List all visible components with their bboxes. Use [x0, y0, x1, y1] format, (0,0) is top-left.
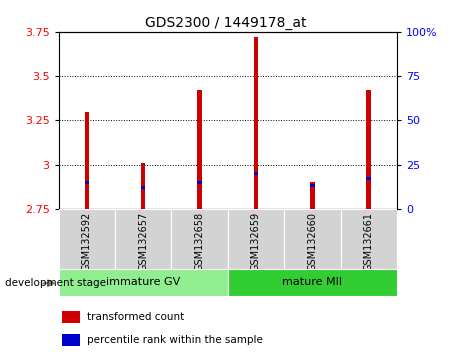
Text: GSM132661: GSM132661 — [364, 212, 374, 271]
Bar — [59, 269, 228, 296]
Bar — [228, 209, 284, 269]
Text: GSM132592: GSM132592 — [82, 212, 92, 271]
Bar — [85, 181, 89, 184]
Bar — [366, 177, 371, 181]
Text: percentile rank within the sample: percentile rank within the sample — [87, 335, 263, 346]
Text: GSM132657: GSM132657 — [138, 212, 148, 271]
Text: mature MII: mature MII — [282, 277, 342, 287]
Text: immature GV: immature GV — [106, 277, 180, 287]
Bar — [141, 186, 145, 189]
Text: GSM132660: GSM132660 — [307, 212, 318, 271]
Bar — [253, 37, 258, 209]
Bar — [310, 184, 315, 188]
Bar — [228, 269, 397, 296]
Bar — [115, 209, 171, 269]
Text: transformed count: transformed count — [87, 312, 185, 322]
Bar — [141, 163, 145, 209]
Bar — [253, 172, 258, 175]
Bar — [171, 209, 228, 269]
Bar — [198, 90, 202, 209]
Bar — [85, 112, 89, 209]
Bar — [59, 209, 115, 269]
Text: development stage: development stage — [5, 278, 106, 288]
Text: GSM132659: GSM132659 — [251, 212, 261, 271]
Bar — [366, 90, 371, 209]
Bar — [62, 312, 80, 323]
Bar — [310, 182, 315, 209]
Text: GSM132658: GSM132658 — [194, 212, 205, 271]
Bar — [62, 334, 80, 346]
Text: GDS2300 / 1449178_at: GDS2300 / 1449178_at — [145, 16, 306, 30]
Bar — [341, 209, 397, 269]
Bar — [284, 209, 341, 269]
Bar — [198, 181, 202, 184]
